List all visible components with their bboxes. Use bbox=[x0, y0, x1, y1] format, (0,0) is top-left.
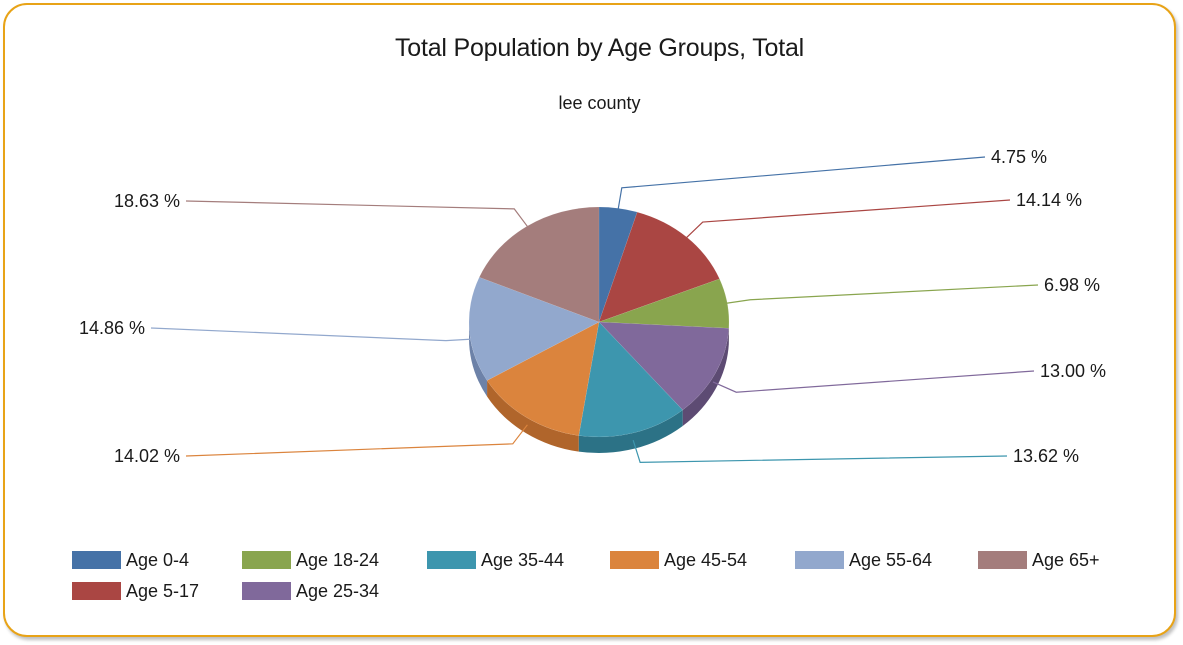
legend-item-age-55-64[interactable]: Age 55-64 bbox=[795, 548, 932, 572]
legend-item-age-25-34[interactable]: Age 25-34 bbox=[242, 579, 379, 603]
chart-subtitle: lee county bbox=[558, 93, 641, 113]
data-label-age-35-44: 13.62 % bbox=[1013, 446, 1079, 466]
legend-swatch bbox=[242, 551, 291, 569]
legend-label: Age 18-24 bbox=[296, 549, 380, 570]
legend-swatch bbox=[72, 582, 121, 600]
pie-slice-age-55-64[interactable] bbox=[468, 276, 600, 381]
legend-label: Age 25-34 bbox=[296, 580, 380, 601]
legend-swatch bbox=[72, 551, 121, 569]
pie-side-age-55-64 bbox=[469, 322, 488, 397]
legend-swatch bbox=[610, 551, 659, 569]
pie-slice-age-45-54[interactable] bbox=[486, 321, 600, 436]
leader-line-age-0-4 bbox=[617, 156, 986, 211]
legend-label: Age 0-4 bbox=[126, 549, 190, 570]
legend-item-age-65-[interactable]: Age 65+ bbox=[978, 548, 1100, 572]
data-label-age-5-17: 14.14 % bbox=[1016, 190, 1082, 210]
data-label-age-25-34: 13.00 % bbox=[1040, 361, 1106, 381]
legend-swatch bbox=[795, 551, 844, 569]
data-label-age-18-24: 6.98 % bbox=[1044, 275, 1100, 295]
legend-label: Age 5-17 bbox=[126, 580, 200, 601]
leader-line-age-5-17 bbox=[684, 199, 1011, 240]
legend-item-age-35-44[interactable]: Age 35-44 bbox=[427, 548, 564, 572]
legend-item-age-18-24[interactable]: Age 18-24 bbox=[242, 548, 379, 572]
data-label-age-65-: 18.63 % bbox=[114, 191, 180, 211]
data-label-age-0-4: 4.75 % bbox=[991, 147, 1047, 167]
legend-item-age-5-17[interactable]: Age 5-17 bbox=[72, 579, 199, 603]
legend-item-age-0-4[interactable]: Age 0-4 bbox=[72, 548, 189, 572]
leader-line-age-25-34 bbox=[712, 370, 1035, 393]
pie-slice-age-35-44[interactable] bbox=[578, 321, 684, 438]
leader-line-age-45-54 bbox=[185, 424, 528, 457]
legend-item-age-45-54[interactable]: Age 45-54 bbox=[610, 548, 747, 572]
legend-label: Age 65+ bbox=[1032, 549, 1100, 570]
legend-label: Age 35-44 bbox=[481, 549, 565, 570]
pie-side-walls bbox=[469, 322, 729, 453]
legend-swatch bbox=[242, 582, 291, 600]
legend-swatch bbox=[978, 551, 1027, 569]
pie-slice-age-25-34[interactable] bbox=[598, 321, 730, 411]
leader-line-age-55-64 bbox=[150, 327, 472, 342]
chart-title: Total Population by Age Groups, Total bbox=[394, 34, 805, 62]
leader-line-age-18-24 bbox=[724, 284, 1039, 305]
legend-label: Age 45-54 bbox=[664, 549, 748, 570]
leader-line-age-65- bbox=[185, 200, 530, 229]
pie-side-age-45-54 bbox=[487, 380, 579, 452]
data-label-age-55-64: 14.86 % bbox=[79, 318, 145, 338]
legend-swatch bbox=[427, 551, 476, 569]
pie-side-age-35-44 bbox=[578, 410, 683, 453]
leader-line-age-35-44 bbox=[632, 439, 1008, 463]
data-label-age-45-54: 14.02 % bbox=[114, 446, 180, 466]
pie-side-age-25-34 bbox=[682, 328, 729, 427]
legend-label: Age 55-64 bbox=[849, 549, 933, 570]
